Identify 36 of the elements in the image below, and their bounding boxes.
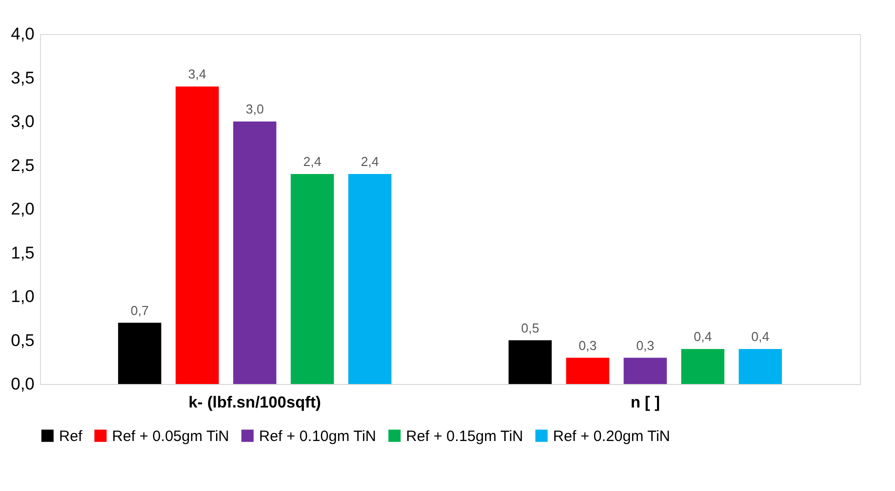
- data-label: 0,3: [636, 338, 654, 353]
- y-tick-label: 2,5: [10, 156, 34, 175]
- legend-label: Ref: [59, 428, 84, 445]
- bar: [624, 358, 667, 384]
- legend-label: Ref + 0.05gm TiN: [112, 428, 230, 445]
- x-tick-label: k- (lbf.sn/100sqft): [188, 394, 321, 412]
- bar: [566, 358, 610, 384]
- data-label: 0,3: [578, 338, 597, 353]
- data-label: 3,0: [246, 102, 264, 116]
- bar: [681, 349, 724, 384]
- bar: [176, 86, 219, 384]
- y-tick-label: 1,5: [10, 243, 34, 262]
- y-tick-label: 3,0: [10, 112, 34, 131]
- bar: [290, 174, 334, 384]
- data-label: 0,7: [130, 302, 149, 318]
- data-label: 2,4: [360, 154, 379, 169]
- bar: [348, 174, 392, 384]
- y-tick-label: 1,0: [10, 287, 34, 306]
- bar: [233, 122, 276, 384]
- data-label: 3,4: [188, 66, 206, 82]
- data-label: 0,5: [521, 320, 540, 336]
- y-tick-label: 0,0: [10, 374, 34, 394]
- legend-label: Ref + 0.15gm TiN: [406, 428, 524, 445]
- data-label: 2,4: [303, 154, 322, 169]
- y-tick-label: 4,0: [10, 24, 34, 44]
- legend-label: Ref + 0.10gm TiN: [259, 428, 376, 445]
- legend-label: Ref + 0.20gm TiN: [553, 428, 670, 445]
- y-tick-label: 3,5: [10, 68, 34, 88]
- bar: [118, 322, 162, 384]
- y-tick-label: 2,0: [10, 200, 34, 218]
- bar: [508, 340, 552, 384]
- y-tick-label: 0,5: [10, 330, 34, 350]
- x-tick-label: n [ ]: [630, 394, 660, 412]
- data-label: 0,4: [751, 329, 770, 344]
- data-label: 0,4: [694, 329, 712, 344]
- bar: [738, 349, 782, 384]
